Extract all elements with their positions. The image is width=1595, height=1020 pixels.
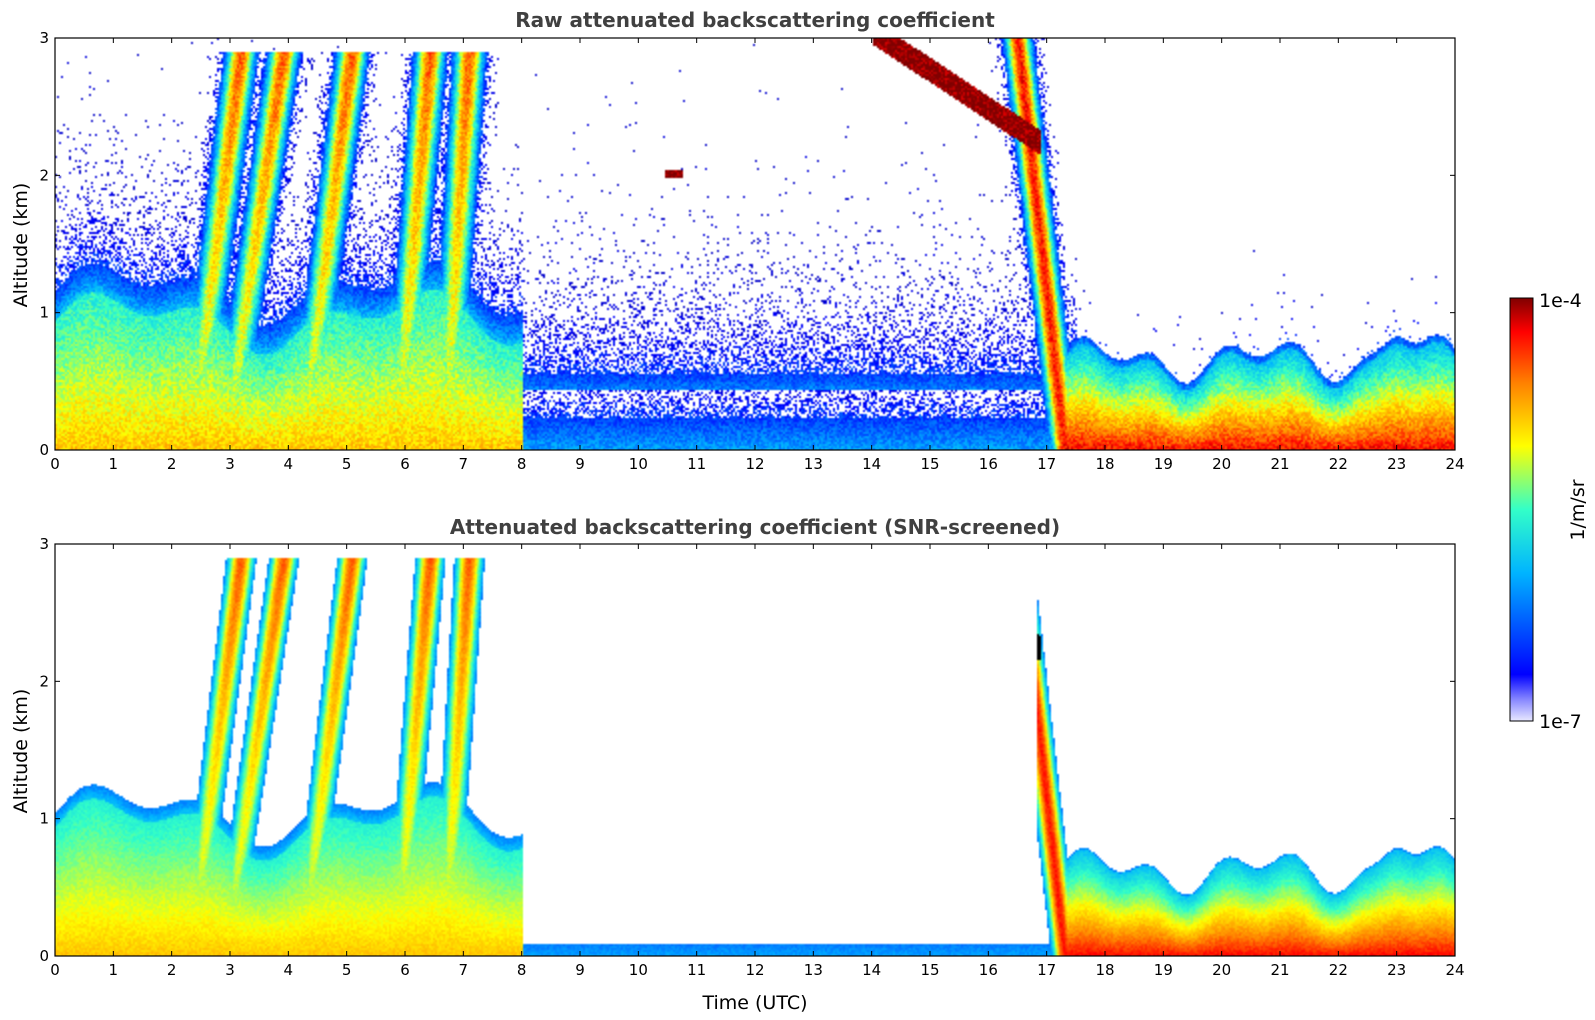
- x-tick-label: 23: [1387, 455, 1406, 473]
- x-axis-ticks: 0 1 2 3 4 5 6 7 8 9 10 11 12 13 14 15 16 17 18 19 20 21 22 23 24: [50, 38, 1465, 473]
- x-tick-label: 4: [284, 455, 294, 473]
- x-tick-label: 17: [1037, 961, 1056, 979]
- x-tick-label: 23: [1387, 961, 1406, 979]
- x-tick-label: 5: [342, 961, 352, 979]
- x-tick-label: 20: [1212, 961, 1231, 979]
- x-tick-label: 3: [225, 961, 235, 979]
- x-tick-label: 1: [109, 961, 119, 979]
- x-tick-label: 17: [1037, 455, 1056, 473]
- x-tick-label: 7: [459, 455, 469, 473]
- x-tick-label: 19: [1154, 455, 1173, 473]
- colorbar-gradient: [1509, 297, 1534, 722]
- x-tick-label: 21: [1270, 961, 1289, 979]
- y-axis-label: Altitude (km): [10, 689, 32, 814]
- x-tick-label: 24: [1445, 961, 1464, 979]
- y-axis-ticks: 0 1 2 3: [39, 29, 1455, 459]
- y-axis-ticks: 0 1 2 3: [39, 535, 1455, 965]
- y-tick-label: 2: [39, 672, 49, 690]
- x-tick-label: 24: [1445, 455, 1464, 473]
- x-tick-label: 18: [1095, 961, 1114, 979]
- x-tick-label: 14: [862, 455, 881, 473]
- x-tick-label: 12: [745, 961, 764, 979]
- x-tick-label: 9: [575, 455, 585, 473]
- x-tick-label: 8: [517, 961, 527, 979]
- x-tick-label: 0: [50, 455, 60, 473]
- x-tick-label: 9: [575, 961, 585, 979]
- x-tick-label: 22: [1329, 961, 1348, 979]
- x-tick-label: 10: [629, 961, 648, 979]
- x-tick-label: 11: [687, 961, 706, 979]
- x-tick-label: 6: [400, 961, 410, 979]
- colorbar-min-label: 1e-7: [1539, 711, 1582, 733]
- x-axis-ticks: 0 1 2 3 4 5 6 7 8 9 10 11 12 13 14 15 16 17 18 19 20 21 22 23 24: [50, 544, 1465, 979]
- x-tick-label: 13: [804, 961, 823, 979]
- raw-backscatter-panel: Raw attenuated backscattering coefficien…: [10, 8, 1465, 473]
- x-tick-label: 18: [1095, 455, 1114, 473]
- x-tick-label: 20: [1212, 455, 1231, 473]
- x-tick-label: 15: [920, 961, 939, 979]
- x-tick-label: 5: [342, 455, 352, 473]
- y-tick-label: 2: [39, 166, 49, 184]
- x-tick-label: 10: [629, 455, 648, 473]
- y-tick-label: 3: [39, 29, 49, 47]
- x-tick-label: 4: [284, 961, 294, 979]
- x-tick-label: 16: [979, 455, 998, 473]
- x-tick-label: 14: [862, 961, 881, 979]
- x-tick-label: 12: [745, 455, 764, 473]
- x-tick-label: 13: [804, 455, 823, 473]
- y-tick-label: 0: [39, 947, 49, 965]
- backscatter-heatmap: [55, 544, 1455, 956]
- y-tick-label: 0: [39, 441, 49, 459]
- x-tick-label: 1: [109, 455, 119, 473]
- x-tick-label: 8: [517, 455, 527, 473]
- x-tick-label: 16: [979, 961, 998, 979]
- panel-title: Raw attenuated backscattering coefficien…: [515, 8, 995, 32]
- backscatter-heatmap: [55, 38, 1455, 450]
- x-tick-label: 2: [167, 961, 177, 979]
- y-tick-label: 3: [39, 535, 49, 553]
- colorbar: 1e-4 1e-7 1/m/sr: [1509, 290, 1589, 733]
- x-tick-label: 11: [687, 455, 706, 473]
- x-tick-label: 15: [920, 455, 939, 473]
- x-tick-label: 21: [1270, 455, 1289, 473]
- x-tick-label: 7: [459, 961, 469, 979]
- x-tick-label: 19: [1154, 961, 1173, 979]
- x-axis-label: Time (UTC): [701, 992, 807, 1014]
- colorbar-max-label: 1e-4: [1539, 290, 1582, 312]
- x-tick-label: 0: [50, 961, 60, 979]
- x-tick-label: 2: [167, 455, 177, 473]
- y-tick-label: 1: [39, 304, 49, 322]
- x-tick-label: 3: [225, 455, 235, 473]
- x-tick-label: 6: [400, 455, 410, 473]
- screened-backscatter-panel: Attenuated backscattering coefficient (S…: [10, 515, 1465, 1014]
- x-tick-label: 22: [1329, 455, 1348, 473]
- colorbar-unit-label: 1/m/sr: [1567, 479, 1589, 540]
- y-tick-label: 1: [39, 810, 49, 828]
- y-axis-label: Altitude (km): [10, 183, 32, 308]
- panel-title: Attenuated backscattering coefficient (S…: [450, 515, 1060, 539]
